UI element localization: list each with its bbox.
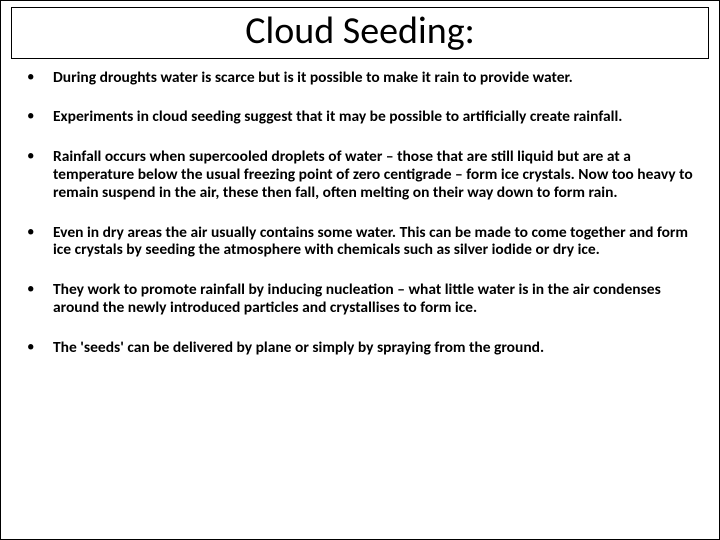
- slide-title: Cloud Seeding:: [12, 8, 708, 56]
- bullet-item: Rainfall occurs when supercooled droplet…: [23, 148, 697, 201]
- slide-container: Cloud Seeding: During droughts water is …: [0, 0, 720, 540]
- title-box: Cloud Seeding:: [11, 7, 709, 59]
- content-area: During droughts water is scarce but is i…: [1, 59, 719, 357]
- bullet-item: The 'seeds' can be delivered by plane or…: [23, 339, 697, 357]
- bullet-item: They work to promote rainfall by inducin…: [23, 281, 697, 317]
- bullet-item: Even in dry areas the air usually contai…: [23, 224, 697, 260]
- bullet-item: Experiments in cloud seeding suggest tha…: [23, 108, 697, 126]
- bullet-item: During droughts water is scarce but is i…: [23, 69, 697, 87]
- bullet-list: During droughts water is scarce but is i…: [23, 69, 697, 357]
